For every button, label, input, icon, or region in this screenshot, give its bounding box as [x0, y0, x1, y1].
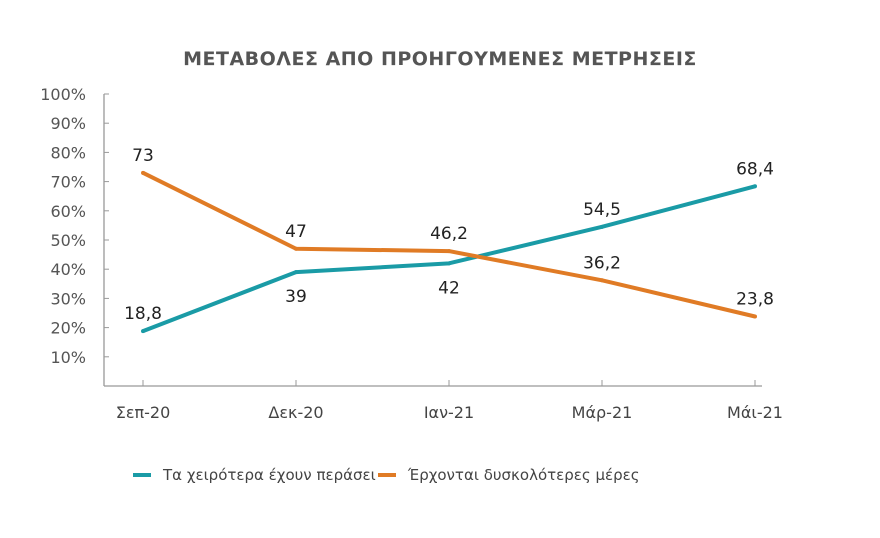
x-tick-label: Σεπ-20	[116, 403, 171, 422]
chart-title: ΜΕΤΑΒΟΛΕΣ ΑΠΟ ΠΡΟΗΓΟΥΜΕΝΕΣ ΜΕΤΡΗΣΕΙΣ	[183, 48, 697, 70]
legend-swatch-1	[133, 473, 151, 477]
data-label: 23,8	[736, 290, 774, 310]
y-tick-label: 50%	[50, 231, 86, 250]
data-label: 73	[132, 146, 154, 166]
x-tick-label: Μάι-21	[727, 403, 783, 422]
x-tick-label: Ιαν-21	[424, 403, 474, 422]
data-label: 42	[438, 278, 460, 298]
y-tick-label: 30%	[50, 289, 86, 308]
x-tick-label: Δεκ-20	[268, 403, 323, 422]
data-point	[141, 329, 145, 334]
data-label: 18,8	[124, 304, 162, 324]
legend-item-2: Έρχονται δυσκολότερες μέρες	[378, 466, 640, 484]
legend-swatch-2	[378, 473, 396, 477]
data-label: 68,4	[736, 159, 774, 179]
legend-label-2: Έρχονται δυσκολότερες μέρες	[408, 466, 640, 484]
data-label: 54,5	[583, 200, 621, 220]
y-tick-label: 70%	[50, 173, 86, 192]
series-line-1	[142, 184, 756, 333]
data-point	[294, 246, 298, 251]
y-tick-label: 100%	[40, 85, 86, 104]
data-label: 46,2	[430, 224, 468, 244]
y-tick-label: 20%	[50, 319, 86, 338]
y-tick-label: 60%	[50, 202, 86, 221]
x-tick-label: Μάρ-21	[572, 403, 633, 422]
data-label: 36,2	[583, 253, 621, 273]
legend-item-1: Τα χειρότερα έχουν περάσει	[133, 466, 376, 484]
data-point	[447, 261, 451, 266]
legend-label-1: Τα χειρότερα έχουν περάσει	[163, 466, 376, 484]
data-label: 39	[285, 287, 307, 307]
data-point	[753, 184, 757, 189]
y-tick-label: 40%	[50, 260, 86, 279]
data-point	[294, 270, 298, 275]
data-point	[600, 278, 604, 283]
data-label: 47	[285, 222, 307, 242]
y-tick-label: 80%	[50, 143, 86, 162]
data-point	[753, 314, 757, 319]
data-point	[600, 224, 604, 229]
data-point	[141, 170, 145, 175]
data-point	[447, 249, 451, 254]
y-tick-label: 90%	[50, 114, 86, 133]
y-tick-label: 10%	[50, 348, 86, 367]
